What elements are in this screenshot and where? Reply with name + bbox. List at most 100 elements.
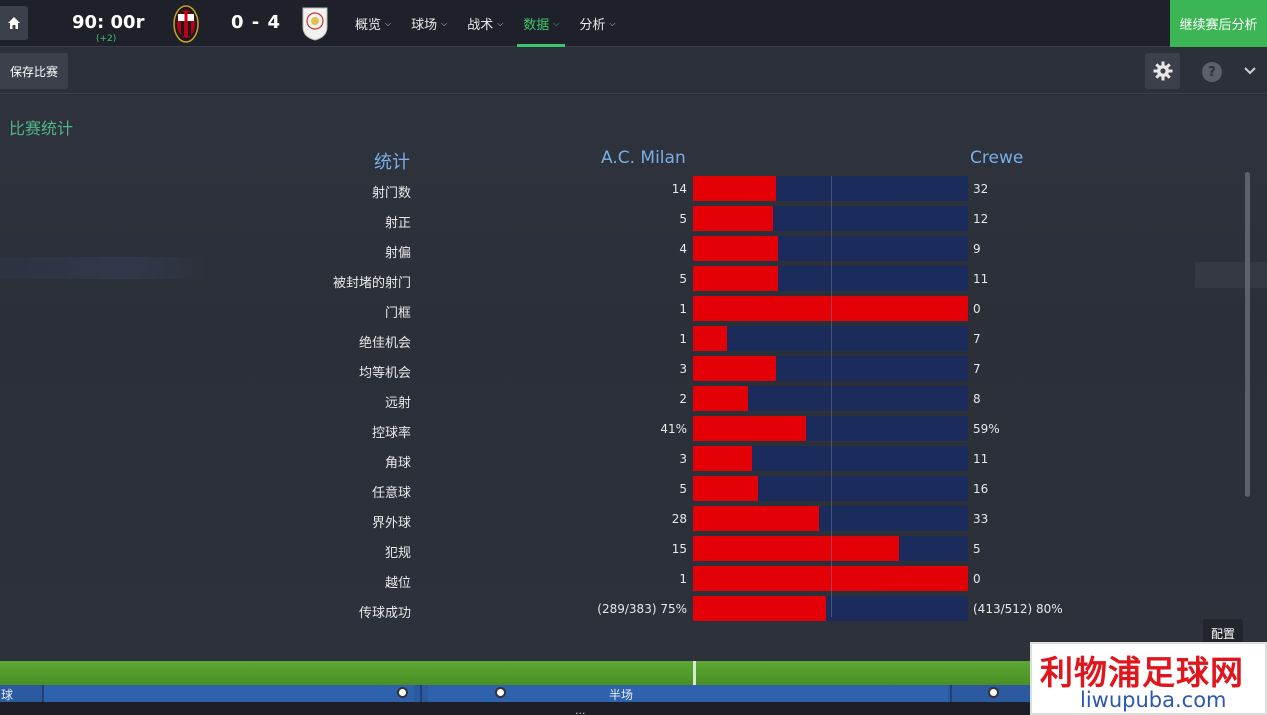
nav-tactics[interactable]: 战术 ⌵ [467, 18, 504, 33]
stat-bar-away [693, 206, 968, 231]
watermark-title: 利物浦足球网 [1040, 653, 1244, 692]
stat-bar-away [693, 506, 968, 531]
gear-icon [1153, 61, 1172, 81]
stat-label: 传球成功 [358, 606, 411, 621]
nav-data[interactable]: 数据 ⌵ [517, 0, 566, 47]
stat-bar-home [693, 236, 778, 261]
stat-home-value: 14 [671, 182, 687, 196]
stat-bar-home [693, 326, 727, 351]
stat-home-value: 5 [679, 272, 687, 286]
stat-away-value: 11 [973, 452, 989, 466]
stat-away-value: (413/512) 80% [973, 602, 1063, 616]
stat-home-value: 15 [671, 542, 687, 556]
stat-away-value: 11 [973, 272, 989, 286]
chevron-down-icon: ⌵ [609, 18, 616, 28]
home-button[interactable] [0, 6, 28, 40]
added-time: (+2) [96, 34, 117, 44]
column-header-stat: 统计 [374, 152, 410, 173]
stat-away-value: 0 [973, 302, 981, 316]
stat-bar-home [693, 536, 899, 561]
timeline-divider [950, 685, 952, 702]
goal-ball-icon[interactable] [397, 687, 408, 698]
continue-analysis-button[interactable]: 继续赛后分析 [1170, 0, 1267, 47]
ac-milan-crest-icon[interactable] [173, 4, 199, 44]
main-nav: 概览 ⌵ 球场 ⌵ 战术 ⌵ 数据 ⌵ 分析 ⌵ [345, 0, 625, 47]
pitch-halfway-line [693, 661, 696, 685]
stat-away-value: 16 [973, 482, 989, 496]
timeline-divider [420, 685, 422, 702]
stat-home-value: 3 [679, 362, 687, 376]
stat-bar-home [693, 416, 806, 441]
stat-home-value: 28 [671, 512, 687, 526]
stat-bar-away [693, 446, 968, 471]
stat-label: 控球率 [371, 426, 411, 441]
settings-button[interactable] [1145, 53, 1180, 89]
stat-label: 被封堵的射门 [332, 276, 411, 291]
stat-bar-home [693, 386, 748, 411]
stat-bar-away [693, 296, 968, 321]
column-header-home: A.C. Milan [601, 148, 686, 168]
stat-label: 射正 [384, 216, 411, 231]
stadium-background [1195, 262, 1267, 288]
stat-bar-home [693, 596, 826, 621]
stat-away-value: 32 [973, 182, 989, 196]
chevron-down-icon[interactable] [1240, 60, 1260, 82]
chevron-down-icon [1244, 67, 1256, 75]
stat-home-value: 1 [679, 332, 687, 346]
nav-pitch[interactable]: 球场 ⌵ [411, 18, 448, 33]
stat-bar-home [693, 206, 773, 231]
stat-bar-away [693, 416, 968, 441]
stat-bar-home [693, 446, 752, 471]
stat-label: 门框 [384, 306, 411, 321]
commentary-bar [0, 702, 1267, 715]
help-icon[interactable]: ? [1202, 62, 1222, 82]
stat-bar-away [693, 176, 968, 201]
goal-ball-icon[interactable] [495, 687, 506, 698]
stadium-background [0, 257, 210, 279]
stat-bar-home [693, 266, 778, 291]
stat-bar-away [693, 356, 968, 381]
stat-label: 射偏 [384, 246, 411, 261]
chevron-down-icon: ⌵ [441, 18, 448, 28]
toolbar: 保存比赛 [0, 48, 1267, 94]
top-bar: 90: 00r (+2) 0 - 4 概览 ⌵ 球场 ⌵ 战术 ⌵ 数据 ⌵ 分析 ⌵ 继… [0, 0, 1267, 47]
stat-bar-home [693, 476, 758, 501]
stat-bar-home [693, 356, 776, 381]
match-clock: 90: 00r [72, 12, 145, 33]
site-watermark: 利物浦足球网 liwupuba.com [1030, 642, 1267, 715]
home-icon [8, 17, 20, 29]
crewe-crest-icon[interactable] [300, 5, 330, 41]
stat-label: 界外球 [371, 516, 411, 531]
goal-ball-icon[interactable] [988, 687, 999, 698]
stat-away-value: 12 [973, 212, 989, 226]
match-stats-panel [0, 95, 1267, 661]
stat-bar-home [693, 566, 968, 591]
stat-home-value: 2 [679, 392, 687, 406]
chevron-down-icon: ⌵ [385, 18, 392, 28]
stat-away-value: 9 [973, 242, 981, 256]
save-match-button[interactable]: 保存比赛 [0, 53, 68, 89]
stat-home-value: (289/383) 75% [597, 602, 687, 616]
timeline-label: 球 [1, 688, 14, 702]
stat-label: 射门数 [371, 186, 411, 201]
stat-bar-away [693, 566, 968, 591]
scrollbar[interactable] [1245, 172, 1250, 497]
stat-bar-away [693, 326, 968, 351]
timeline-half-label: 半场 [609, 688, 634, 702]
stat-bar-away [693, 266, 968, 291]
stat-label: 均等机会 [358, 366, 411, 381]
stat-bar-away [693, 236, 968, 261]
section-title: 比赛统计 [9, 119, 74, 138]
stat-bar-home [693, 296, 968, 321]
timeline-divider [42, 685, 44, 702]
stat-bar-away [693, 386, 968, 411]
commentary-text: ... [575, 704, 586, 715]
nav-overview[interactable]: 概览 ⌵ [355, 18, 392, 33]
stat-home-value: 4 [679, 242, 687, 256]
stat-label: 远射 [384, 396, 411, 411]
stat-label: 绝佳机会 [358, 336, 411, 351]
column-header-away: Crewe [970, 148, 1024, 168]
watermark-url: liwupuba.com [1080, 688, 1227, 712]
nav-analysis[interactable]: 分析 ⌵ [579, 18, 616, 33]
stat-label: 角球 [384, 456, 411, 471]
